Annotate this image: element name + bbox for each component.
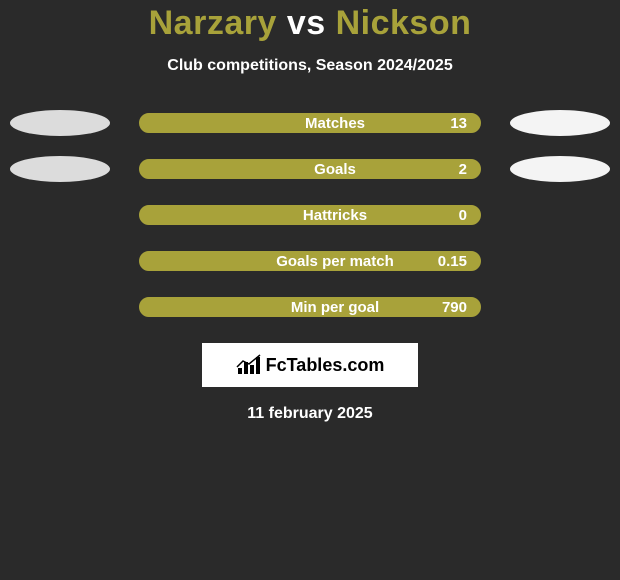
stat-row: Matches13	[0, 113, 620, 133]
stat-bar: Goals per match0.15	[139, 251, 481, 271]
stat-row: Min per goal790	[0, 297, 620, 317]
stat-row: Goals per match0.15	[0, 251, 620, 271]
stat-row: Hattricks0	[0, 205, 620, 225]
player1-name: Narzary	[149, 4, 277, 42]
stat-value: 0.15	[438, 253, 467, 270]
stat-value: 790	[442, 299, 467, 316]
stat-bar: Hattricks0	[139, 205, 481, 225]
logo-bars-icon	[236, 354, 262, 376]
left-oval	[10, 110, 110, 136]
stat-label: Min per goal	[191, 299, 479, 316]
stat-bar: Min per goal790	[139, 297, 481, 317]
subtitle: Club competitions, Season 2024/2025	[0, 57, 620, 75]
stat-bar: Goals2	[139, 159, 481, 179]
date-text: 11 february 2025	[0, 405, 620, 423]
stat-value: 0	[459, 207, 467, 224]
stat-value: 13	[450, 115, 467, 132]
stat-row: Goals2	[0, 159, 620, 179]
logo-text: FcTables.com	[266, 355, 385, 376]
vs-text: vs	[287, 4, 326, 42]
logo-box: FcTables.com	[202, 343, 418, 387]
infographic-container: Narzary vs Nickson Club competitions, Se…	[0, 0, 620, 423]
right-oval	[510, 156, 610, 182]
stats-list: Matches13 Goals2 Hattricks0 Goals per match…	[0, 113, 620, 317]
stat-label: Hattricks	[191, 207, 479, 224]
stat-label: Goals	[191, 161, 479, 178]
page-title: Narzary vs Nickson	[0, 4, 620, 43]
player2-name: Nickson	[336, 4, 472, 42]
stat-label: Matches	[191, 115, 479, 132]
right-oval	[510, 110, 610, 136]
stat-value: 2	[459, 161, 467, 178]
left-oval	[10, 156, 110, 182]
logo: FcTables.com	[236, 354, 385, 376]
stat-bar: Matches13	[139, 113, 481, 133]
stat-label: Goals per match	[191, 253, 479, 270]
